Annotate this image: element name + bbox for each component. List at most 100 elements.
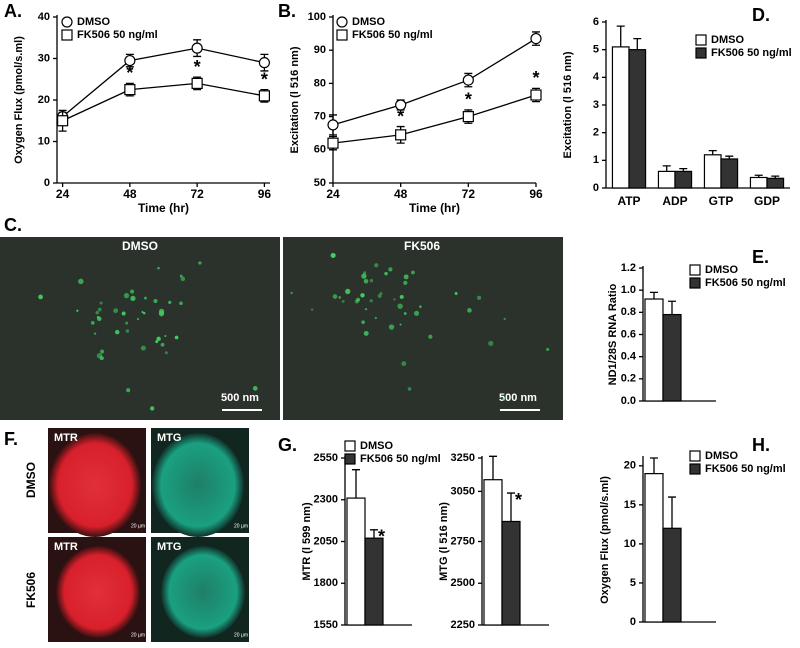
- annotation: *: [397, 106, 404, 126]
- y-tick-label: 60: [314, 144, 326, 156]
- cell-dot: [164, 351, 168, 355]
- legend-label: FK506 50 ng/ml: [711, 47, 792, 59]
- annotation: *: [194, 57, 201, 77]
- error-bar: [662, 165, 671, 172]
- y-tick-label: 15: [624, 499, 636, 511]
- stain-label: MTR: [54, 432, 78, 444]
- y-tick-label: 3250: [451, 452, 475, 464]
- y-tick-label: 0.6: [621, 328, 636, 340]
- legend-label: DMSO: [705, 264, 738, 276]
- panel-letter: F.: [4, 429, 18, 449]
- series-line: [62, 47, 265, 118]
- legend-marker: [61, 29, 73, 41]
- annotation: *: [261, 69, 268, 89]
- point: [191, 42, 203, 54]
- y-axis-label: ND1/28S RNA Ratio: [607, 283, 619, 385]
- micrographs: C. DMSO FK506 500 nm 500 nm F. MTR MTG M…: [0, 215, 563, 642]
- cell-dot: [338, 296, 342, 299]
- x-tick-label: 96: [529, 187, 543, 201]
- cell-dot: [419, 305, 422, 308]
- y-tick-label: 1800: [314, 577, 338, 589]
- y-tick-label: 0.2: [621, 373, 636, 385]
- cell-cluster: [56, 546, 140, 638]
- y-tick-label: 2250: [451, 619, 475, 631]
- annotation: *: [532, 68, 539, 88]
- cell-dot: [125, 329, 130, 333]
- cell-dot: [361, 320, 365, 325]
- cell-dot: [130, 295, 136, 302]
- legend-marker: [336, 29, 348, 41]
- y-tick-label: 0: [630, 616, 636, 628]
- y-tick-label: 0: [44, 177, 50, 189]
- cell-dot: [503, 317, 506, 321]
- y-tick-label: 70: [314, 111, 326, 123]
- cell-dot: [399, 294, 404, 299]
- cell-dot: [546, 347, 550, 352]
- point: [258, 57, 270, 69]
- y-axis-label: MTG (l 516 nm): [438, 502, 450, 581]
- point: [530, 89, 542, 101]
- cell-dot: [407, 387, 412, 391]
- cell-dot: [153, 299, 158, 304]
- y-tick-label: 1.0: [621, 284, 636, 296]
- annotation: *: [126, 63, 133, 83]
- point: [530, 32, 542, 45]
- stain-label: MTG: [157, 432, 181, 444]
- cell-dot: [114, 329, 120, 335]
- cell-dot: [179, 301, 183, 305]
- annotation: *: [515, 490, 522, 510]
- cell-dot: [155, 340, 159, 344]
- stain-label: MTG: [157, 541, 181, 553]
- cell-dot: [411, 270, 415, 275]
- panel-letter: B.: [278, 1, 296, 21]
- image-label: FK506: [404, 239, 440, 253]
- micrograph: [283, 237, 563, 420]
- x-tick-label: GTP: [709, 194, 734, 208]
- legend-label: FK506 50 ng/ml: [77, 29, 158, 41]
- cell-dot: [369, 299, 373, 303]
- y-tick-label: 2550: [314, 452, 338, 464]
- bar: [662, 527, 682, 623]
- x-tick-label: ATP: [617, 194, 640, 208]
- legend-label: DMSO: [360, 440, 393, 452]
- series-line: [62, 82, 265, 122]
- cell-dot: [95, 311, 99, 315]
- panel-letter: A.: [4, 1, 22, 21]
- cell-dot: [99, 356, 104, 361]
- x-tick-label: 96: [258, 187, 272, 201]
- cell-dot: [121, 311, 126, 316]
- error-bar: [352, 469, 360, 499]
- y-tick-label: 6: [593, 16, 599, 28]
- cell-dot: [160, 342, 165, 347]
- cell-dot: [399, 323, 402, 326]
- cell-dot: [332, 294, 338, 299]
- error-bar: [708, 150, 717, 155]
- cell-dot: [397, 303, 403, 309]
- legend-label: FK506 50 ng/ml: [352, 29, 433, 41]
- cell-cluster: [49, 433, 141, 537]
- annotation: *: [378, 527, 385, 547]
- scale-label: 20 µm: [234, 632, 248, 638]
- error-bar: [668, 496, 676, 529]
- legend-label: DMSO: [77, 16, 110, 28]
- cell-dot: [374, 263, 379, 268]
- x-tick-label: 24: [56, 187, 70, 201]
- cell-dot: [374, 316, 377, 320]
- legend-marker: [61, 16, 73, 28]
- bar: [766, 177, 785, 189]
- point: [124, 84, 136, 96]
- legend-label: DMSO: [711, 34, 744, 46]
- cell-dot: [90, 321, 95, 325]
- point: [462, 74, 474, 86]
- point: [258, 90, 270, 102]
- x-axis-label: Time (hr): [138, 201, 189, 215]
- cell-dot: [76, 309, 79, 312]
- bar: [644, 473, 664, 623]
- cell-dot: [403, 280, 408, 285]
- error-bar: [489, 455, 497, 480]
- cell-dot: [330, 252, 336, 258]
- x-axis-label: Time (hr): [409, 201, 460, 215]
- point: [191, 77, 203, 90]
- cell-dot: [174, 335, 179, 340]
